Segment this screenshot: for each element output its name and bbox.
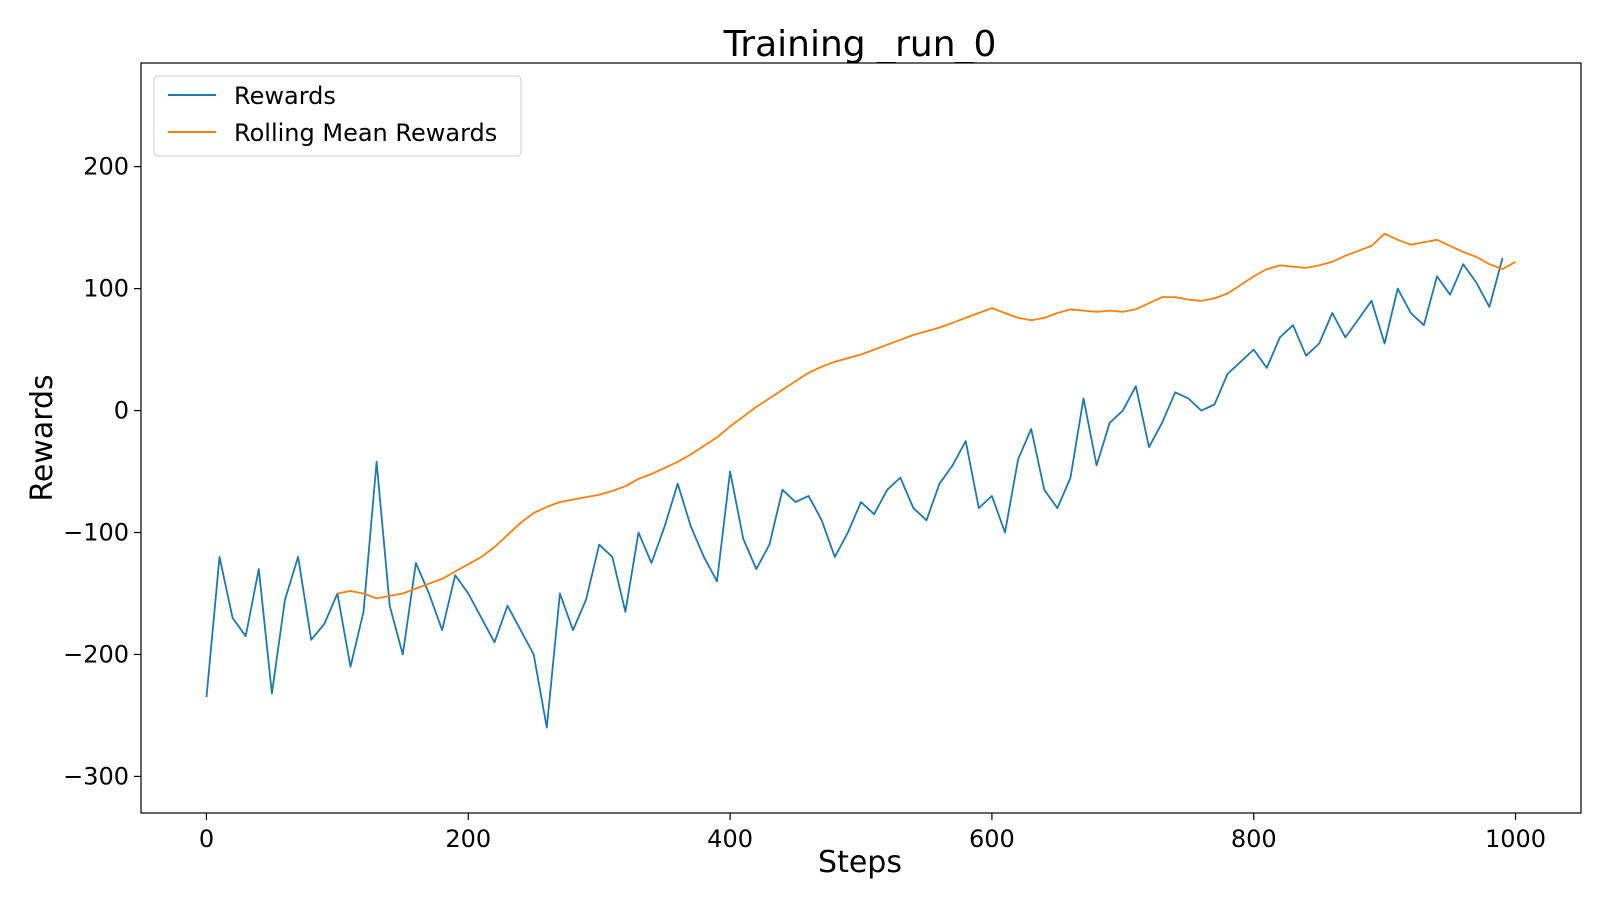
y-tick-label: −100 — [63, 519, 129, 547]
y-axis-label: Rewards — [25, 374, 60, 501]
x-axis-label: Steps — [818, 845, 902, 880]
y-tick-label: 0 — [114, 397, 129, 425]
y-tick-label: 200 — [83, 153, 129, 181]
legend-label-rolling-mean-rewards: Rolling Mean Rewards — [234, 119, 497, 147]
y-tick-label: −300 — [63, 762, 129, 790]
series-line-rewards — [205, 257, 1504, 729]
y-tick-label: 100 — [83, 275, 129, 303]
legend-label-rewards: Rewards — [234, 82, 336, 110]
x-tick-label: 600 — [969, 825, 1015, 853]
legend-box — [153, 75, 522, 157]
y-tick-label: −200 — [63, 640, 129, 668]
chart-title: Training _run_0 — [723, 24, 997, 65]
plot-frame — [140, 62, 1582, 814]
x-tick-label: 200 — [445, 825, 491, 853]
x-tick-label: 0 — [199, 825, 214, 853]
x-tick-label: 400 — [707, 825, 753, 853]
series-line-rolling-mean-rewards — [337, 232, 1516, 600]
x-tick-label: 1000 — [1485, 825, 1546, 853]
legend: Rewards Rolling Mean Rewards — [153, 75, 522, 157]
x-tick-label: 800 — [1231, 825, 1277, 853]
